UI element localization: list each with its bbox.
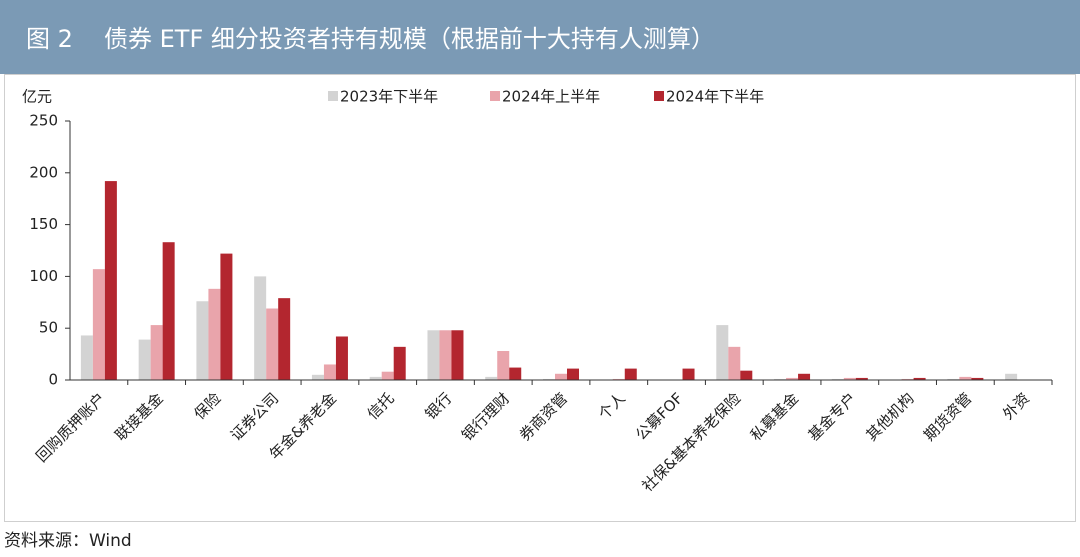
x-tick-label: 社保&基本养老保险 bbox=[638, 389, 744, 495]
x-tick-label: 证券公司 bbox=[227, 389, 282, 444]
bar bbox=[150, 325, 163, 380]
y-tick-label: 0 bbox=[48, 371, 58, 389]
bar bbox=[543, 378, 555, 380]
bar bbox=[567, 368, 579, 380]
bar bbox=[497, 350, 510, 380]
x-tick-label: 信托 bbox=[364, 389, 398, 423]
bar bbox=[831, 378, 844, 380]
x-tick-label: 个人 bbox=[595, 389, 629, 423]
bar bbox=[716, 325, 729, 380]
bar bbox=[728, 346, 741, 380]
x-tick-label: 公募FOF bbox=[632, 389, 687, 444]
bar bbox=[624, 368, 637, 380]
header-bar bbox=[0, 0, 1080, 74]
y-tick-label: 200 bbox=[29, 163, 58, 181]
bar bbox=[439, 330, 452, 380]
legend-label: 2023年下半年 bbox=[340, 88, 438, 106]
legend-swatch bbox=[328, 91, 338, 101]
bar bbox=[254, 276, 267, 380]
bar bbox=[740, 370, 753, 380]
bar bbox=[774, 378, 787, 380]
bar bbox=[843, 377, 856, 380]
bar bbox=[196, 301, 209, 380]
bar bbox=[509, 367, 522, 380]
legend-label: 2024年上半年 bbox=[502, 88, 600, 106]
bar bbox=[208, 288, 221, 380]
bar bbox=[278, 298, 291, 380]
y-axis-label: 亿元 bbox=[22, 88, 52, 106]
bar bbox=[220, 253, 233, 380]
bar bbox=[427, 330, 440, 380]
chart-frame bbox=[4, 74, 1076, 522]
bar bbox=[311, 374, 324, 380]
bar bbox=[786, 377, 799, 380]
bar bbox=[971, 377, 984, 380]
x-tick-label: 外资 bbox=[999, 389, 1033, 423]
x-tick-label: 券商资管 bbox=[516, 389, 571, 444]
bar bbox=[80, 335, 93, 380]
bar bbox=[959, 376, 972, 380]
bar bbox=[381, 371, 394, 380]
source-note: 资料来源：Wind bbox=[4, 531, 132, 551]
y-tick-label: 100 bbox=[29, 267, 58, 285]
bar bbox=[138, 339, 151, 380]
bar bbox=[485, 376, 498, 380]
bar bbox=[266, 308, 279, 380]
legend-swatch bbox=[654, 91, 664, 101]
bar bbox=[162, 242, 175, 380]
x-tick-label: 基金专户 bbox=[805, 389, 860, 444]
x-tick-label: 保险 bbox=[190, 389, 224, 423]
bar bbox=[92, 269, 105, 380]
bar bbox=[555, 373, 567, 380]
bar bbox=[612, 378, 625, 380]
x-tick-label: 私募基金 bbox=[747, 389, 802, 444]
bar bbox=[451, 330, 464, 380]
bar bbox=[323, 364, 336, 380]
bar bbox=[335, 336, 348, 380]
x-tick-label: 其他机构 bbox=[862, 389, 917, 444]
x-tick-label: 联接基金 bbox=[111, 389, 166, 444]
bar bbox=[901, 378, 914, 380]
bar bbox=[913, 377, 926, 380]
y-tick-label: 150 bbox=[29, 215, 58, 233]
legend-label: 2024年下半年 bbox=[666, 88, 764, 106]
bar bbox=[682, 368, 695, 380]
x-tick-label: 银行 bbox=[422, 389, 456, 423]
legend-swatch bbox=[490, 91, 500, 101]
x-tick-label: 期货资管 bbox=[920, 389, 975, 444]
x-tick-label: 银行理财 bbox=[458, 389, 513, 444]
y-tick-label: 50 bbox=[39, 319, 58, 337]
bar bbox=[947, 378, 960, 380]
figure-label: 图 2 bbox=[26, 25, 73, 53]
bar bbox=[855, 377, 868, 380]
bar bbox=[369, 376, 382, 380]
bar bbox=[393, 346, 406, 380]
chart-title: 债券 ETF 细分投资者持有规模（根据前十大持有人测算） bbox=[104, 25, 715, 53]
bar bbox=[798, 373, 811, 380]
bar bbox=[1005, 373, 1018, 380]
bar bbox=[104, 181, 117, 380]
y-tick-label: 250 bbox=[29, 112, 58, 130]
x-tick-label: 回购质押账户 bbox=[33, 389, 109, 465]
